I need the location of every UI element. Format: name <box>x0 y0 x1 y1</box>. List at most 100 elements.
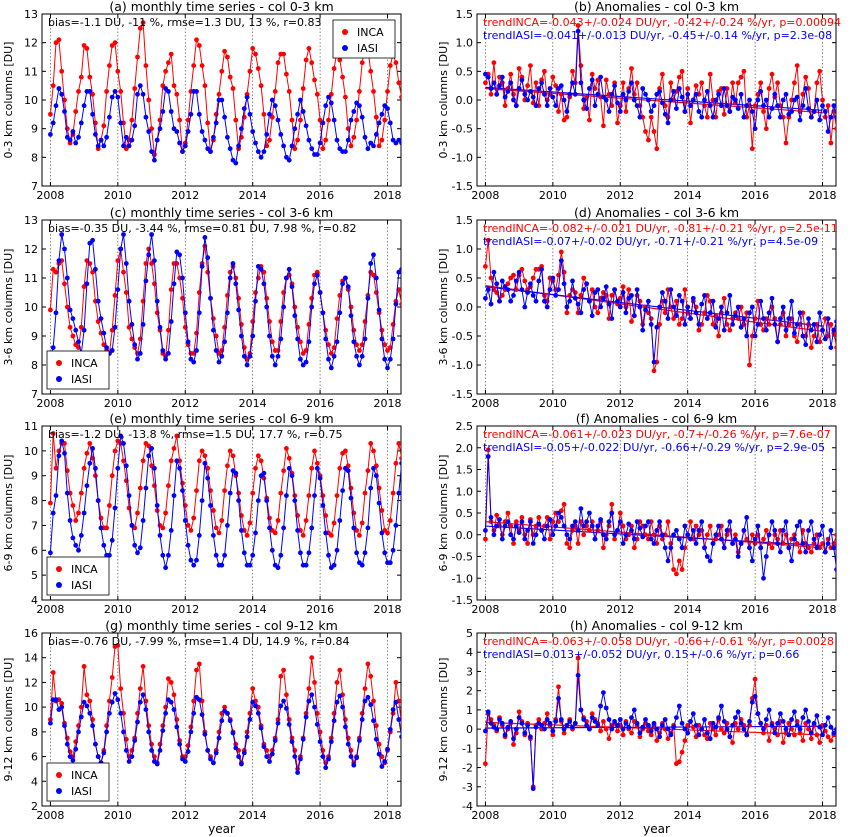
data-point-iasi <box>95 143 101 149</box>
y-tick-label: 1.0 <box>456 243 474 256</box>
data-point-inca <box>561 501 567 507</box>
data-point-inca <box>752 103 758 109</box>
data-point-inca <box>53 40 59 46</box>
data-point-iasi <box>373 275 379 281</box>
x-tick-label: 2008 <box>471 397 499 410</box>
data-point-inca <box>405 523 410 528</box>
y-axis-label: 0-3 km columns [DU] <box>2 42 15 159</box>
x-tick-label: 2014 <box>239 397 267 410</box>
data-point-iasi <box>247 111 253 117</box>
data-point-iasi <box>239 528 244 533</box>
data-point-iasi <box>362 698 368 704</box>
data-point-inca <box>808 549 814 555</box>
data-point-iasi <box>682 109 688 114</box>
data-point-inca <box>410 526 415 531</box>
data-point-iasi <box>828 528 834 533</box>
data-point-inca <box>48 111 53 117</box>
data-point-iasi <box>174 129 180 134</box>
data-point-iasi <box>323 530 329 536</box>
data-point-iasi <box>536 521 542 527</box>
data-point-inca <box>634 80 640 86</box>
data-point-iasi <box>208 149 213 155</box>
data-point-iasi <box>491 80 497 86</box>
x-tick-label: 2008 <box>36 189 64 202</box>
data-point-iasi <box>93 132 98 137</box>
data-point-iasi <box>688 103 693 109</box>
data-point-iasi <box>239 126 244 132</box>
data-point-inca <box>87 441 93 446</box>
data-point-inca <box>132 86 138 91</box>
data-point-inca <box>735 80 741 86</box>
data-point-iasi <box>519 287 525 292</box>
data-point-iasi <box>222 552 228 558</box>
data-point-inca <box>707 523 713 529</box>
data-point-iasi <box>205 748 211 753</box>
data-point-inca <box>250 46 256 51</box>
x-tick-label: 2010 <box>104 603 132 616</box>
data-point-iasi <box>640 327 646 333</box>
data-point-iasi <box>73 542 79 548</box>
data-point-iasi <box>716 91 721 97</box>
y-tick-label: 7 <box>31 519 38 532</box>
data-point-iasi <box>109 699 115 705</box>
data-point-inca <box>738 74 744 80</box>
data-point-inca <box>704 532 710 538</box>
data-point-inca <box>196 458 202 464</box>
data-point-inca <box>766 86 772 91</box>
data-point-iasi <box>589 313 595 319</box>
data-point-iasi <box>735 106 741 111</box>
data-point-inca <box>499 293 505 298</box>
data-point-iasi <box>808 114 814 120</box>
data-point-iasi <box>269 353 275 359</box>
data-point-iasi <box>716 715 721 720</box>
data-point-iasi <box>623 310 629 316</box>
data-point-inca <box>272 89 278 94</box>
data-point-iasi <box>177 465 183 471</box>
annotation-text: trendINCA=-0.043+/-0.024 DU/yr, -0.42+/-… <box>483 16 841 29</box>
data-point-inca <box>786 720 792 726</box>
data-point-inca <box>679 749 685 755</box>
data-point-iasi <box>199 264 205 269</box>
data-point-iasi <box>775 339 780 345</box>
data-point-inca <box>323 137 329 143</box>
data-point-iasi <box>606 109 612 114</box>
data-point-iasi <box>786 316 792 321</box>
data-point-iasi <box>615 528 620 533</box>
data-point-iasi <box>525 97 530 103</box>
data-point-iasi <box>275 117 281 123</box>
data-point-inca <box>379 137 385 143</box>
data-point-iasi <box>146 453 152 459</box>
data-point-iasi <box>118 710 124 716</box>
data-point-iasi <box>365 295 371 301</box>
data-point-iasi <box>676 536 682 542</box>
data-point-iasi <box>542 91 547 97</box>
data-point-iasi <box>174 458 180 464</box>
data-point-iasi <box>735 709 741 715</box>
data-point-iasi <box>603 705 609 711</box>
data-point-iasi <box>539 266 544 272</box>
data-point-inca <box>676 74 682 80</box>
data-point-inca <box>196 43 202 48</box>
data-point-iasi <box>317 475 323 481</box>
data-point-iasi <box>772 528 778 533</box>
data-point-iasi <box>157 324 163 330</box>
data-point-iasi <box>107 552 112 558</box>
data-point-iasi <box>699 114 705 120</box>
data-point-iasi <box>408 744 413 749</box>
data-point-iasi <box>303 562 309 568</box>
data-point-iasi <box>744 333 750 339</box>
data-point-iasi <box>292 498 298 503</box>
data-point-iasi <box>326 552 331 558</box>
data-point-iasi <box>146 729 152 735</box>
data-point-iasi <box>275 720 281 726</box>
data-point-iasi <box>499 278 505 284</box>
data-point-iasi <box>766 114 772 120</box>
data-point-iasi <box>244 94 250 100</box>
data-point-inca <box>334 316 340 321</box>
data-point-inca <box>351 134 357 140</box>
data-point-inca <box>609 293 615 298</box>
data-point-iasi <box>789 558 794 564</box>
data-point-iasi <box>589 715 595 720</box>
data-point-iasi <box>629 715 634 720</box>
data-point-inca <box>112 293 118 298</box>
